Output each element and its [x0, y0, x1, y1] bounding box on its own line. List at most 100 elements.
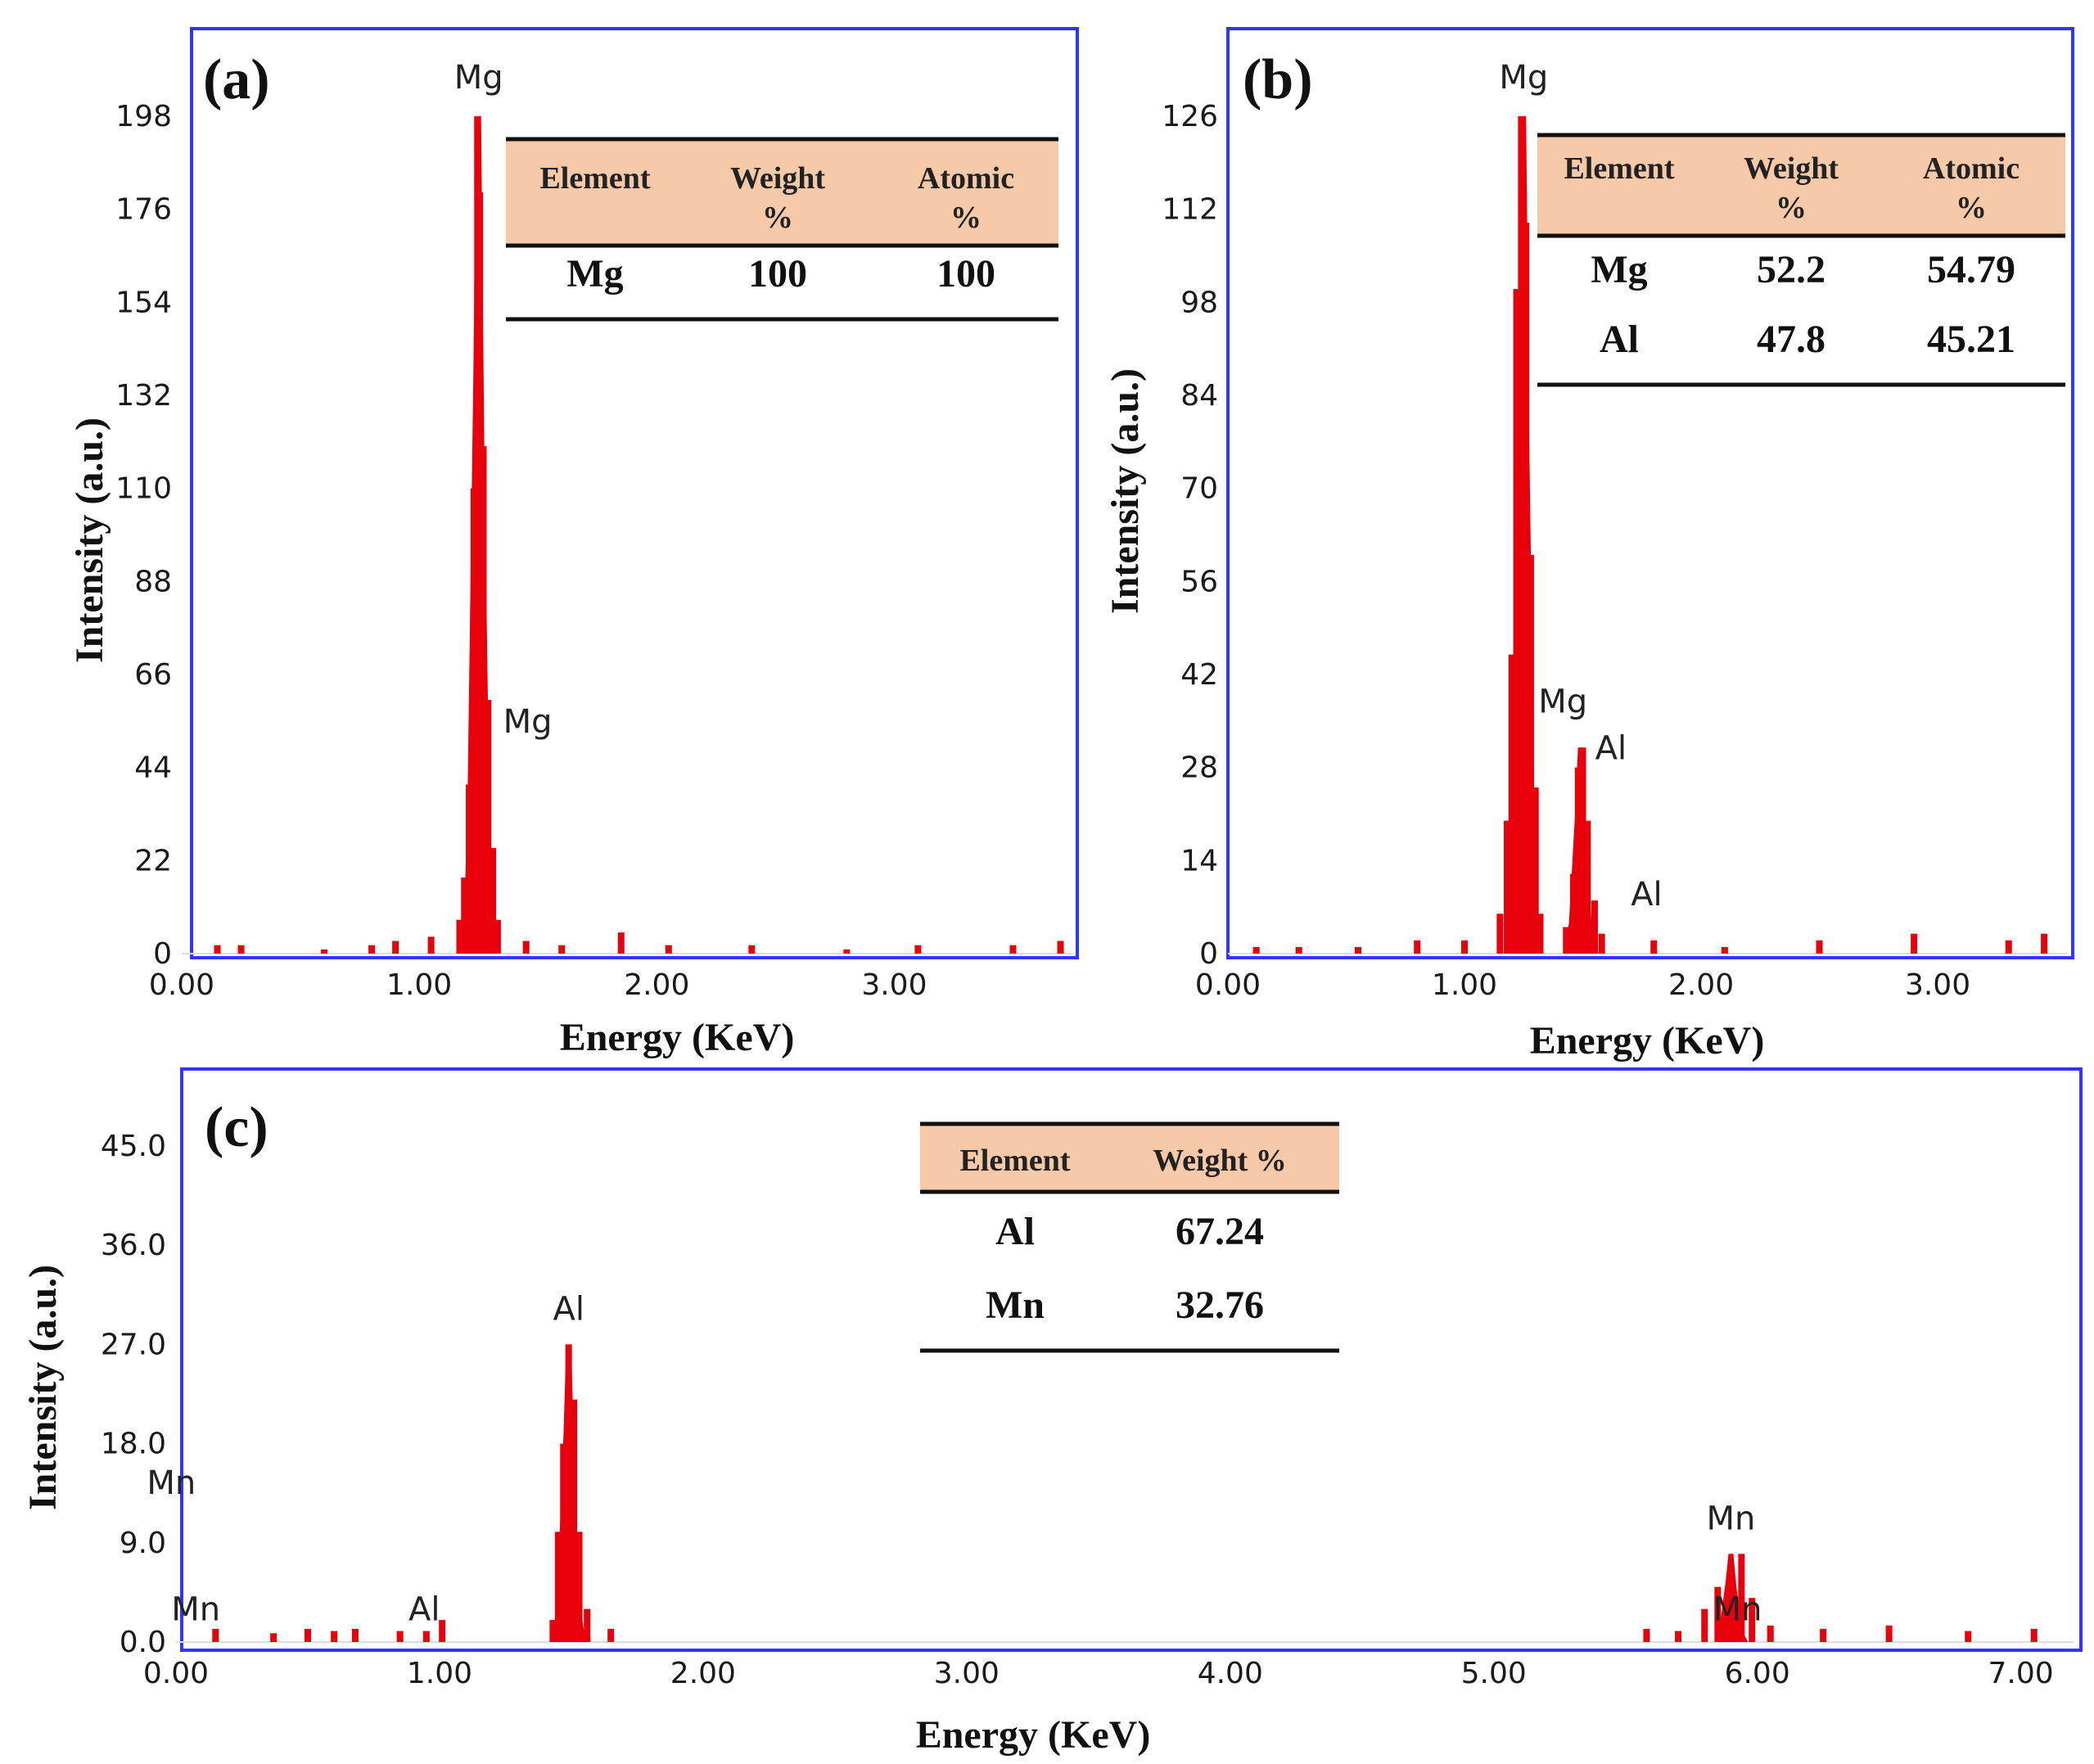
y-tick-label: 42: [1180, 658, 1218, 692]
panel-a-chart: 0 22 44 66 88 110 132 154 176 198 0.00 1.00 2.00 3.00…: [68, 27, 1079, 1059]
peak-label: Mg: [1538, 683, 1587, 720]
x-tick-label: 1.00: [1432, 968, 1497, 1002]
y-tick-label: 36.0: [101, 1229, 166, 1262]
y-tick-label: 56: [1180, 565, 1218, 598]
y-tick-label: 112: [1162, 193, 1218, 227]
spectrum-bar: [1650, 940, 1658, 954]
table-header-cell: Element: [539, 161, 650, 196]
table-header-cell: %: [762, 201, 793, 235]
spectrum-bar: [1598, 933, 1605, 954]
spectrum-bar: [427, 936, 435, 954]
peak-label: Mn: [1707, 1500, 1756, 1537]
x-tick-label: 3.00: [861, 968, 927, 1002]
spectrum-bar: [212, 1628, 219, 1642]
spectrum-bar: [2041, 933, 2048, 954]
spectrum-bar: [304, 1628, 311, 1642]
panel-c-chart: 0.0 9.0 18.0 27.0 36.0 45.0 0.00 1.00 2.00 3.00 4.…: [21, 1067, 2083, 1757]
spectrum-bar: [1508, 654, 1515, 954]
table-cell: 32.76: [1176, 1284, 1264, 1327]
y-axis-title: Intensity (a.u.): [68, 417, 111, 663]
y-tick-label: 126: [1162, 100, 1218, 133]
spectrum-bar: [351, 1628, 359, 1642]
spectrum-bar: [1911, 933, 1918, 954]
peak-label: Al: [553, 1290, 584, 1328]
table-cell: 67.24: [1176, 1210, 1264, 1253]
table-cell: 54.79: [1927, 248, 2015, 291]
table-header-bg: [506, 139, 1058, 246]
x-tick-label: 2.00: [624, 968, 689, 1002]
plot-frame: [180, 1067, 2083, 1652]
y-tick-label: 176: [115, 193, 172, 227]
x-tick-label: 3.00: [1905, 968, 1970, 1002]
x-axis-title: Energy (KeV): [916, 1713, 1151, 1757]
spectrum-bar: [1675, 1631, 1682, 1642]
plot-frame: [1226, 27, 2074, 959]
x-tick-label: 1.00: [386, 968, 452, 1002]
table-header-cell: Element: [959, 1144, 1070, 1178]
spectrum-bar: [331, 1631, 338, 1642]
table-header-cell: %: [950, 201, 982, 235]
plot-frame: [190, 27, 1079, 959]
peak-label: Mg: [503, 703, 553, 741]
spectrum-bar: [1496, 914, 1504, 954]
spectrum-bar: [368, 945, 376, 954]
y-axis-title: Intensity (a.u.): [21, 1265, 65, 1510]
peak-label: Mg: [1499, 59, 1548, 97]
y-tick-label: 22: [134, 844, 172, 877]
y-tick-label: 154: [115, 286, 172, 319]
y-tick-label: 110: [115, 472, 172, 506]
spectrum-bar: [321, 949, 328, 954]
spectrum-bar: [1643, 1628, 1650, 1642]
spectrum-bar: [2030, 1628, 2038, 1642]
y-tick-label: 70: [1180, 472, 1218, 506]
table-header-cell: Element: [1564, 151, 1674, 186]
spectrum-bar: [584, 1608, 591, 1642]
spectrum-bar: [1965, 1631, 1972, 1642]
table-cell: 52.2: [1757, 248, 1825, 291]
spectrum-bar: [1749, 1598, 1756, 1642]
y-tick-label: 14: [1180, 844, 1218, 877]
y-tick-label: 27.0: [101, 1328, 166, 1361]
spectrum-bar: [1701, 1608, 1708, 1642]
y-tick-label: 9.0: [120, 1527, 166, 1560]
spectrum-bar: [494, 919, 501, 954]
peak-label: Al: [408, 1591, 440, 1629]
spectrum-bar: [1563, 927, 1570, 954]
peak-envelope: [463, 116, 496, 954]
y-tick-label: 18.0: [101, 1428, 166, 1461]
x-tick-label: 6.00: [1725, 1657, 1790, 1690]
table-cell: Mn: [986, 1284, 1045, 1327]
peak-envelope: [1507, 116, 1541, 954]
x-tick-label: 0.00: [149, 968, 214, 1002]
spectrum-bar: [392, 941, 399, 954]
table-header-cell: %: [1776, 191, 1807, 225]
spectrum-bar: [665, 945, 672, 954]
x-tick-label: 4.00: [1198, 1657, 1263, 1690]
x-tick-label: 0.00: [143, 1657, 209, 1690]
spectrum-bar: [456, 919, 463, 954]
peak-label: Mg: [454, 59, 503, 97]
table-header-cell: %: [1956, 191, 1987, 225]
spectrum-bar: [422, 1631, 430, 1642]
spectrum-bar: [607, 1628, 615, 1642]
peak-envelope: [553, 1344, 586, 1642]
spectrum-bar: [270, 1633, 278, 1642]
y-tick-label: 198: [115, 100, 172, 133]
spectrum-bar: [1591, 900, 1598, 954]
spectrum-bar: [1252, 946, 1260, 954]
table-cell: 47.8: [1757, 318, 1825, 361]
spectrum-bar: [1009, 945, 1017, 954]
table-cell: Al: [1600, 318, 1639, 361]
spectrum-bar: [617, 932, 625, 954]
table-cell: 100: [748, 252, 807, 296]
y-tick-label: 45.0: [101, 1130, 166, 1163]
peak-envelope: [1714, 1554, 1749, 1642]
x-axis-title: Energy (KeV): [560, 1016, 795, 1059]
peak-label: Al: [1631, 876, 1662, 914]
table-header-cell: Atomic: [1923, 151, 2020, 186]
spectrum-bar: [843, 949, 851, 954]
spectrum-bar: [1461, 940, 1469, 954]
spectrum-bar: [748, 945, 756, 954]
y-tick-label: 28: [1180, 751, 1218, 785]
